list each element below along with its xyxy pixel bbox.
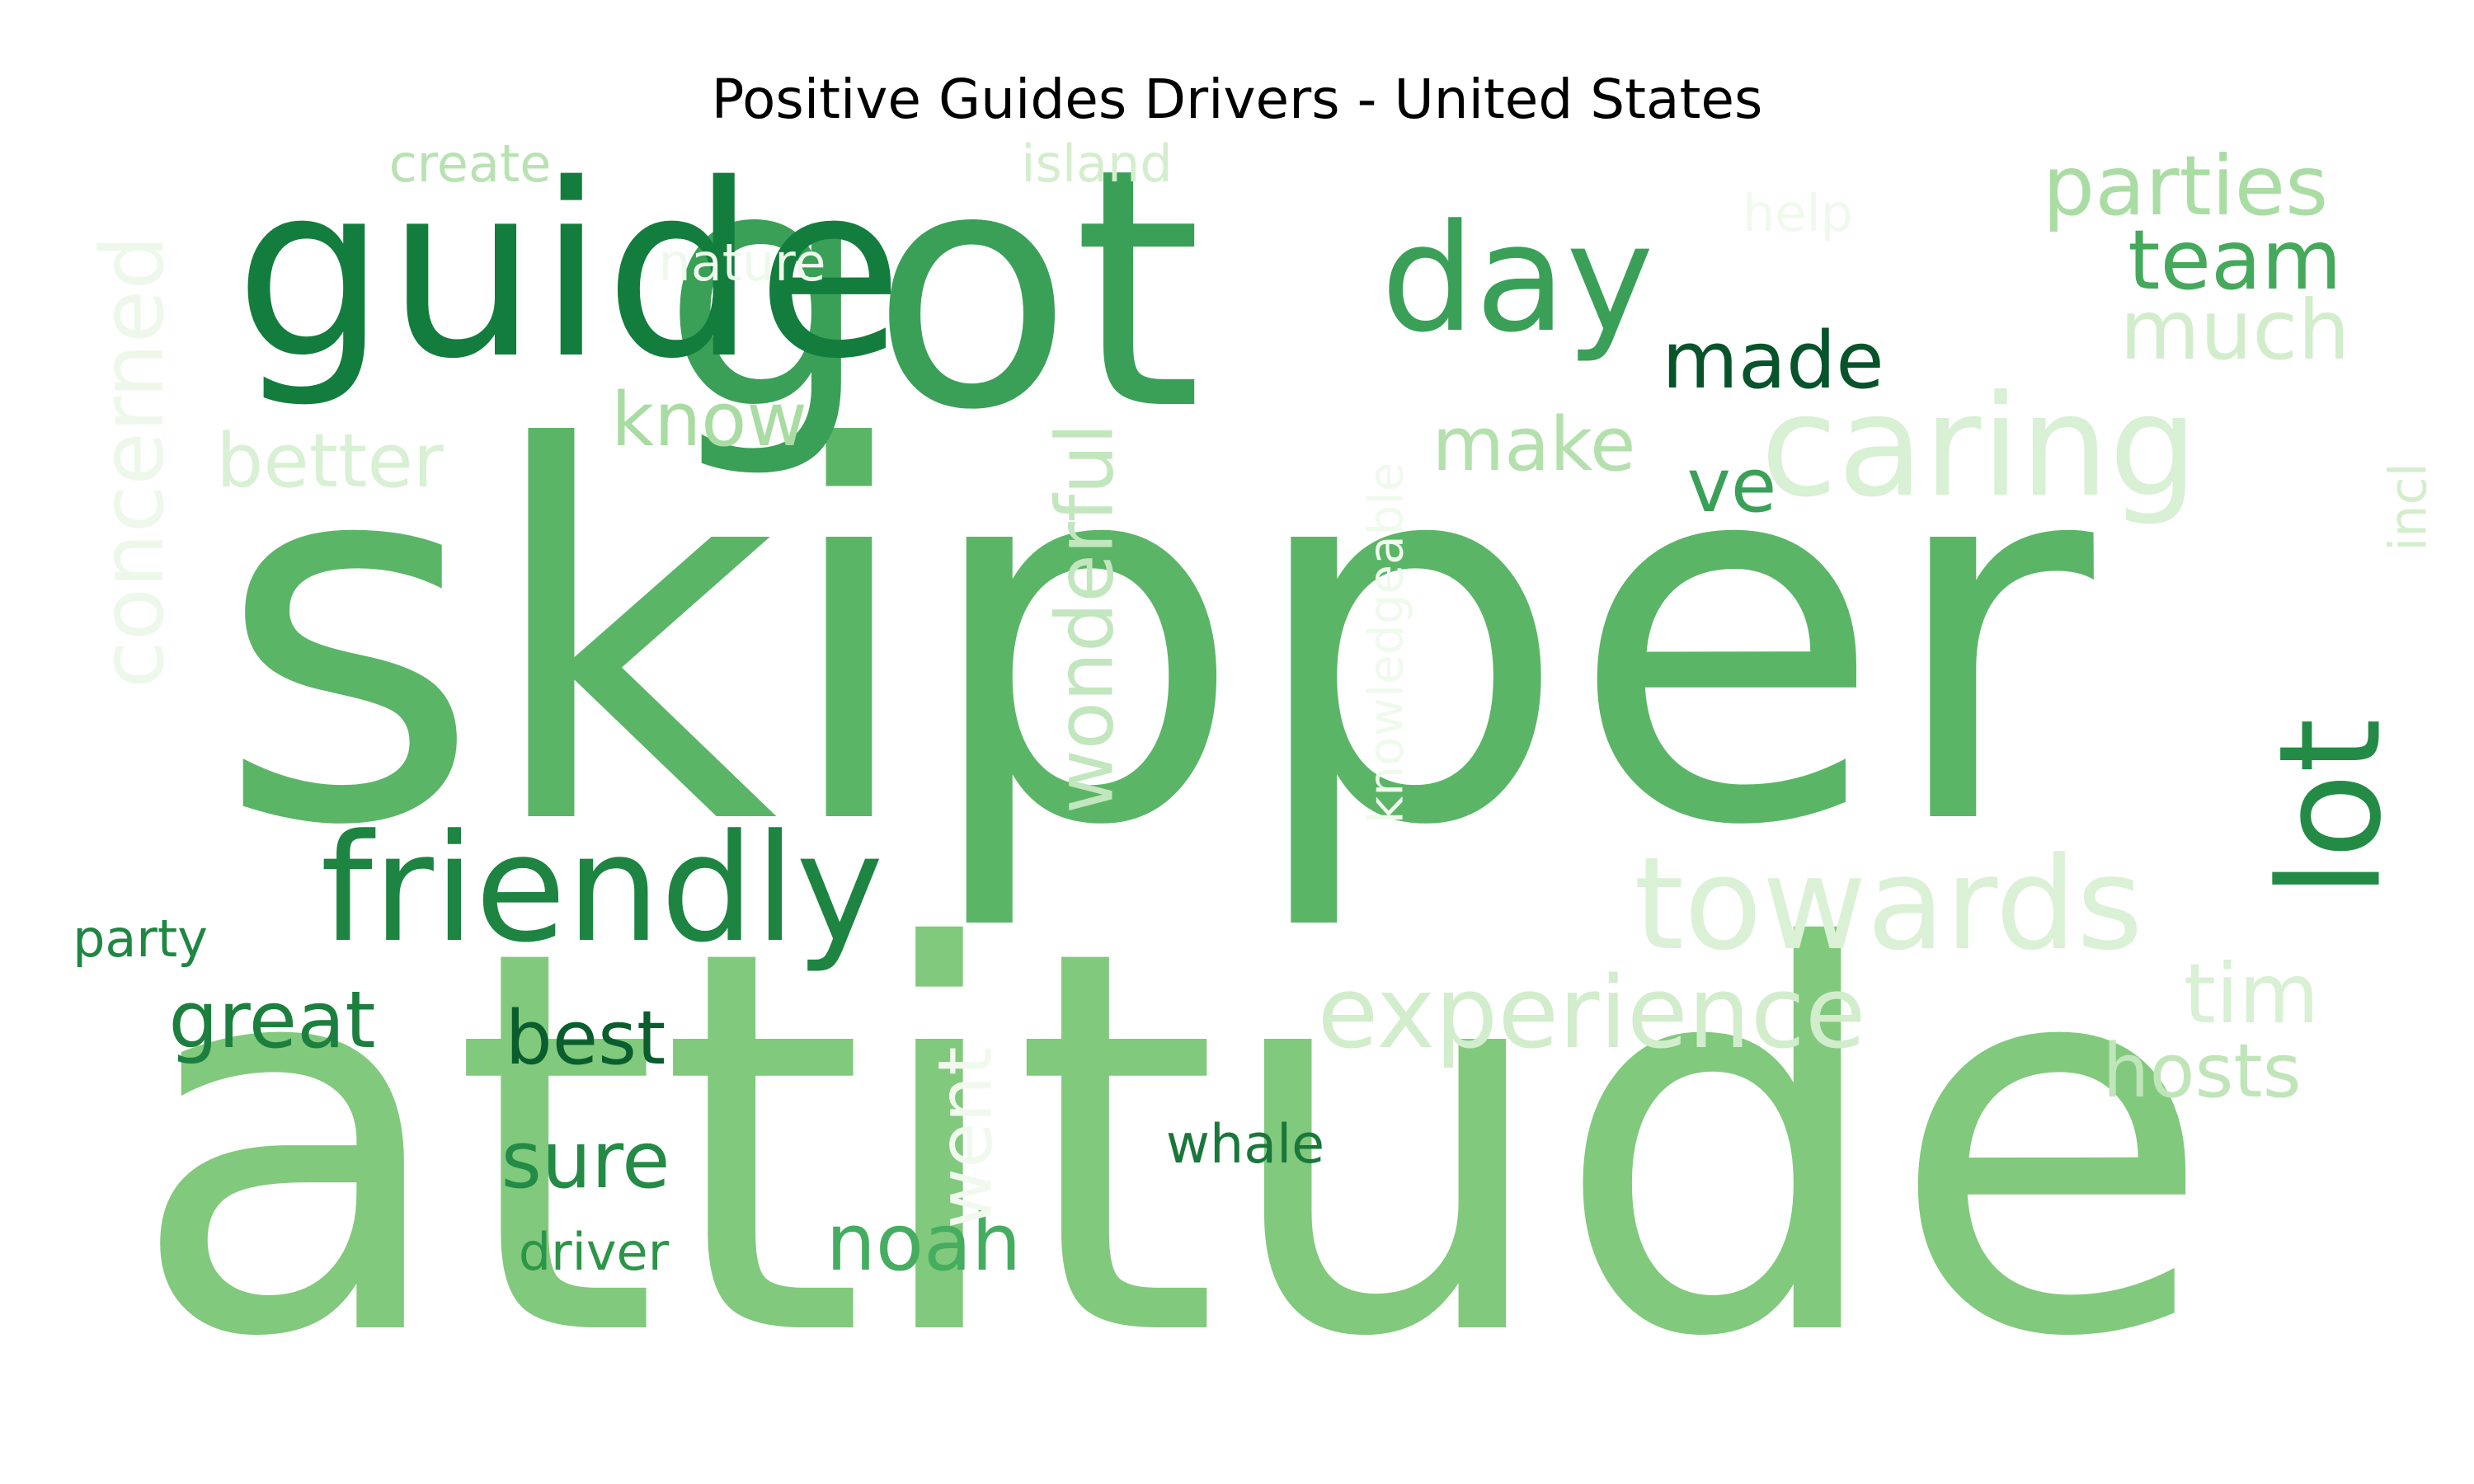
word-got: got [661,132,1202,482]
word-experience: experience [1317,956,1865,1071]
word-island: island [1021,134,1172,194]
word-went: went [923,1046,1009,1228]
word-tim: tim [2184,946,2319,1042]
word-party: party [73,909,208,969]
word-noah: noah [826,1198,1022,1289]
word-hosts: hosts [2102,1028,2301,1115]
word-incl: incl [2378,463,2439,552]
word-create: create [389,134,552,194]
word-help: help [1743,183,1853,243]
word-caring: caring [1761,365,2198,528]
word-sure: sure [501,1115,670,1206]
word-guide: guide [235,134,904,411]
word-wonderful: wonderful [1040,423,1131,814]
word-made: made [1662,316,1884,406]
word-much: much [2119,282,2349,378]
figure-title: Positive Guides Drivers - United States [711,68,1763,131]
word-great: great [168,975,375,1066]
word-attitude: attitude [129,838,2213,1369]
word-lot: lot [2250,718,2413,898]
word-nature: nature [658,232,825,293]
word-better: better [216,418,443,505]
word-skipper: skipper [215,343,2099,937]
word-make: make [1432,402,1635,488]
word-towards: towards [1634,829,2143,979]
word-day: day [1380,193,1653,365]
word-driver: driver [519,1222,670,1282]
word-whale: whale [1166,1114,1324,1176]
word-concerned: concerned [82,235,183,688]
word-friendly: friendly [321,803,884,975]
word-best: best [506,995,666,1082]
word-know: know [611,377,807,463]
word-parties: parties [2043,138,2328,234]
word-knowledgeable: knowledgeable [1357,463,1413,824]
word-ve: ve [1687,443,1777,529]
word-team: team [2128,212,2341,308]
